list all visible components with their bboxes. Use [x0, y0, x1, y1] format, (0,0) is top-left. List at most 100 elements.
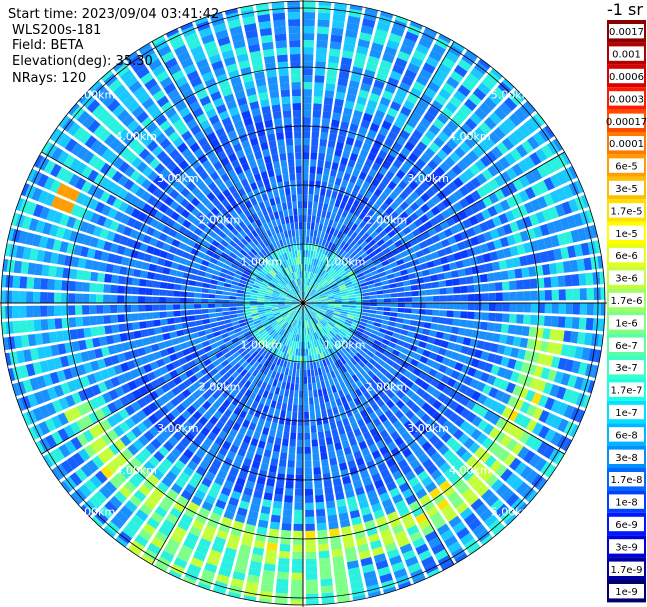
radar-gate [230, 578, 244, 588]
radar-gate [70, 204, 81, 217]
radar-gate [293, 272, 297, 280]
radar-gate [525, 389, 536, 402]
radar-gate [206, 202, 215, 212]
radar-gate [381, 120, 392, 131]
radar-gate [486, 241, 496, 252]
radar-gate [311, 138, 319, 146]
radar-gate [380, 202, 389, 211]
radar-gate [345, 453, 354, 462]
radar-gate [134, 260, 144, 269]
radar-gate [158, 445, 170, 457]
radar-gate [181, 278, 190, 285]
radar-gate [406, 267, 415, 274]
radar-gate [215, 29, 229, 40]
radar-gate [304, 306, 307, 314]
radar-gate [238, 60, 251, 70]
radar-gate [274, 314, 282, 319]
radar-gate [390, 404, 400, 414]
radar-gate [345, 489, 355, 499]
radar-gate [173, 344, 182, 353]
radar-gate [373, 259, 381, 266]
radar-gate [217, 320, 225, 326]
radar-gate [155, 433, 167, 445]
radar-gate [506, 438, 518, 452]
radar-gate [355, 245, 363, 253]
radar-gate [340, 357, 347, 365]
radar-gate [315, 173, 322, 182]
radar-gate [404, 261, 413, 269]
radar-gate [437, 131, 450, 143]
radar-gate [188, 345, 197, 353]
radar-gate [418, 371, 428, 381]
radar-gate [84, 386, 95, 399]
radar-gate [267, 471, 277, 480]
radar-gate [376, 21, 390, 32]
radar-gate [312, 460, 321, 468]
radar-gate [193, 148, 204, 159]
radar-gate [312, 453, 320, 461]
radar-gate [330, 235, 336, 243]
radar-gate [464, 512, 478, 526]
radar-gate [349, 303, 356, 306]
radar-gate [303, 328, 305, 335]
radar-gate [104, 273, 113, 283]
radar-gate [319, 445, 327, 453]
radar-gate [271, 308, 279, 312]
radar-gate [77, 257, 87, 269]
radar-gate [403, 370, 412, 379]
radar-gate [327, 514, 338, 523]
radar-gate [213, 580, 228, 591]
radar-gate [229, 252, 237, 259]
radar-gate [546, 221, 557, 235]
radar-gate [11, 212, 19, 226]
radar-gate [407, 562, 422, 574]
radar-gate [296, 341, 299, 349]
radar-gate [1, 290, 6, 303]
radar-gate [351, 473, 361, 483]
radar-gate [307, 341, 311, 349]
radar-gate [278, 307, 286, 311]
radar-gate [158, 232, 168, 242]
radar-gate [138, 304, 146, 312]
radar-gate [459, 507, 473, 520]
radar-gate [325, 357, 331, 366]
radar-gate [409, 414, 420, 425]
radar-gate [245, 480, 255, 490]
radar-gate [308, 383, 313, 391]
radar-gate [33, 277, 42, 290]
radar-gate [124, 304, 132, 313]
radar-gate [38, 437, 51, 452]
radar-gate [347, 385, 354, 394]
radar-gate [234, 327, 242, 334]
radar-gate [498, 213, 509, 225]
radar-gate [60, 460, 74, 474]
radar-gate [465, 49, 478, 61]
radar-gate [369, 310, 377, 314]
radar-gate [188, 321, 197, 328]
radar-gate [189, 326, 198, 333]
radar-gate [135, 509, 149, 522]
radar-gate [163, 259, 173, 268]
radar-gate [128, 545, 141, 557]
radar-gate [343, 253, 350, 261]
radar-gate [385, 380, 395, 390]
radar-gate [387, 230, 397, 238]
radar-gate [225, 204, 234, 213]
radar-gate [355, 308, 363, 312]
radar-gate [234, 564, 247, 574]
radar-gate [465, 455, 478, 468]
radar-gate [228, 69, 240, 80]
radar-gate [402, 280, 411, 286]
radar-gate [181, 130, 193, 142]
radar-gate [379, 429, 390, 439]
radar-gate [406, 364, 416, 373]
radar-gate [311, 432, 318, 440]
radar-gate [457, 464, 470, 476]
radar-gate [479, 508, 493, 522]
radar-gate [251, 313, 259, 317]
radar-gate [354, 287, 362, 292]
radar-gate [69, 158, 81, 172]
radar-gate [236, 126, 246, 136]
radar-gate [418, 296, 426, 302]
radar-gate [216, 202, 225, 212]
